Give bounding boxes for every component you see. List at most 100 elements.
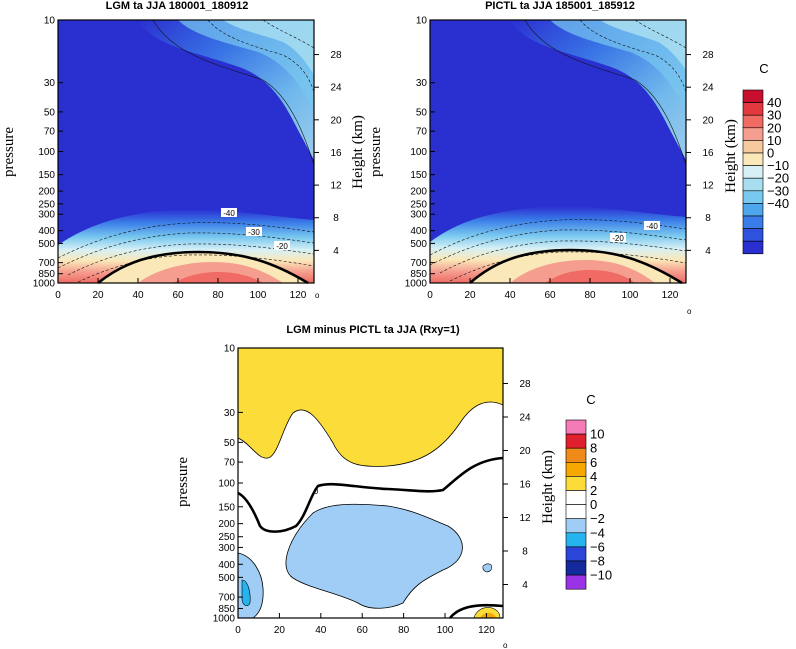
colorbar-swatch-top-1	[742, 102, 764, 116]
pressure-tick-label-p2-7: 250	[410, 199, 427, 210]
x-tick-label-p3-4: 80	[398, 625, 410, 636]
pressure-tick-label-p2-13: 1000	[405, 279, 428, 290]
colorbar-swatch-bottom-4	[565, 476, 587, 491]
colorbar-swatch-top-4	[742, 140, 764, 154]
pressure-tick-label-p1-9: 400	[38, 226, 55, 237]
colorbar-label-bottom-1: 8	[590, 441, 597, 456]
colorbar-label-top-8: −40	[767, 196, 789, 211]
colorbar-swatch-top-0	[742, 89, 764, 103]
colorbar-label-bottom-9: −8	[590, 554, 605, 569]
colorbar-swatch-top-12	[742, 240, 764, 255]
contour-label-p1-0: -40	[223, 209, 235, 218]
colorbar-swatch-top-5	[742, 152, 764, 166]
colorbar-label-bottom-8: −6	[590, 539, 605, 554]
panel-lgm-title: LGM ta JJA 180001_180912	[106, 0, 249, 12]
colorbar-swatch-top-2	[742, 114, 764, 129]
x-axis-p1: 0 20 40 60 80 100 120	[55, 278, 307, 301]
x-tick-label-p3-5: 100	[437, 625, 454, 636]
height-tick-label-p2-3: 16	[702, 148, 714, 159]
panel-diff-title: LGM minus PICTL ta JJA (Rxy=1)	[286, 324, 460, 336]
pressure-tick-label-p1-10: 500	[38, 239, 55, 250]
x-tick-label-p1-4: 80	[212, 290, 224, 301]
x-tick-label-p1-2: 40	[132, 290, 144, 301]
height-tick-label-p3-3: 16	[519, 479, 531, 490]
pressure-tick-label-p2-12: 850	[410, 269, 427, 280]
colorbar-label-top-4: 0	[767, 146, 774, 161]
x-tick-label-p3-0: 0	[235, 625, 241, 636]
pressure-tick-label-p3-11: 700	[218, 593, 235, 604]
height-tick-label-p1-6: 28	[330, 50, 342, 61]
colorbar-swatch-bottom-3	[565, 461, 587, 477]
contour-label-p2-1: -20	[612, 234, 624, 243]
colorbar-label-bottom-6: −2	[590, 511, 605, 526]
colorbar-swatch-top-9	[742, 203, 764, 217]
height-tick-label-p1-4: 20	[330, 115, 342, 126]
panel-diff: LGM minus PICTL ta JJA (Rxy=1) 0 10 30 50 7…	[175, 324, 612, 649]
x-tick-label-p3-6: 120	[478, 625, 495, 636]
pressure-tick-label-p2-10: 500	[410, 239, 427, 250]
height-tick-label-p3-5: 24	[519, 412, 531, 423]
panel-pictl-plot: -40 -20 10305070100150200250300400500700…	[405, 16, 714, 302]
height-axis-p3: 4 8 12 16 20 24 28	[503, 379, 531, 591]
panel-diff-ylabel-right: Height (km)	[540, 450, 556, 524]
colorbar-label-bottom-2: 6	[590, 455, 597, 470]
pressure-tick-label-p3-5: 150	[218, 502, 235, 513]
height-tick-label-p2-4: 20	[702, 115, 714, 126]
x-tick-label-p2-5: 100	[622, 290, 639, 301]
colorbar-label-bottom-5: 0	[590, 497, 597, 512]
x-tick-label-p3-1: 20	[274, 625, 286, 636]
height-tick-label-p1-1: 8	[333, 213, 339, 224]
colorbar-label-bottom-10: −10	[590, 568, 612, 583]
pressure-tick-label-p3-12: 850	[218, 604, 235, 615]
pressure-tick-label-p1-13: 1000	[33, 279, 56, 290]
height-tick-label-p3-0: 4	[522, 580, 528, 591]
colorbar-swatch-top-10	[742, 215, 764, 229]
colorbar-label-top-5: −10	[767, 158, 789, 173]
colorbar-label-top-7: −30	[767, 183, 789, 198]
colorbar-label-top-1: 30	[767, 108, 781, 123]
colorbar-label-top-2: 20	[767, 120, 781, 135]
pressure-tick-label-p3-4: 100	[218, 479, 235, 490]
pressure-tick-label-p1-8: 300	[38, 210, 55, 221]
height-tick-label-p1-5: 24	[330, 83, 342, 94]
panel-lgm-plot: -40 -30 -20 1030507010015020025030040050…	[33, 16, 342, 302]
x-tick-label-p1-0: 0	[55, 290, 61, 301]
pressure-tick-label-p1-1: 30	[44, 78, 56, 89]
x-tick-label-p2-2: 40	[504, 290, 516, 301]
x-tick-label-p1-1: 20	[92, 290, 104, 301]
pressure-tick-label-p2-8: 300	[410, 210, 427, 221]
pressure-tick-label-p2-5: 150	[410, 170, 427, 181]
colorbar-swatch-top-8	[742, 190, 764, 204]
colorbar-swatch-top-7	[742, 177, 764, 192]
pressure-tick-label-p1-0: 10	[44, 16, 56, 27]
panel-pictl: PICTL ta JJA 185001_185912 -40	[368, 0, 789, 316]
contour-label-p1-1: -30	[248, 228, 260, 237]
x-tick-label-p2-6: 120	[662, 290, 679, 301]
colorbar-bottom-unit: C	[586, 392, 595, 407]
x-axis-p3: 0 20 40 60 80 100 120	[235, 613, 495, 636]
pressure-tick-label-p3-1: 30	[224, 408, 236, 419]
colorbar-swatch-top-6	[742, 165, 764, 179]
height-tick-label-p1-2: 12	[330, 181, 342, 192]
height-tick-label-p2-2: 12	[702, 181, 714, 192]
x-tick-label-p1-5: 100	[250, 290, 267, 301]
colorbar-label-bottom-3: 4	[590, 469, 597, 484]
panel-pictl-ylabel-right: Height (km)	[723, 119, 739, 193]
pressure-tick-label-p1-3: 70	[44, 127, 56, 138]
pressure-tick-label-p3-3: 70	[224, 458, 236, 469]
panel-diff-ylabel: pressure	[175, 457, 191, 507]
x-tick-label-p3-3: 60	[357, 625, 369, 636]
panel-diff-plot: 0 10305070100150200250300400500700850100…	[213, 344, 531, 637]
panel-lgm-ylabel: pressure	[1, 127, 17, 177]
panel-lgm-xunit: o	[315, 291, 320, 300]
height-tick-label-p2-0: 4	[705, 246, 711, 257]
x-tick-label-p2-1: 20	[464, 290, 476, 301]
colorbar-swatch-bottom-7	[565, 518, 587, 534]
colorbar-swatch-bottom-9	[565, 546, 587, 562]
